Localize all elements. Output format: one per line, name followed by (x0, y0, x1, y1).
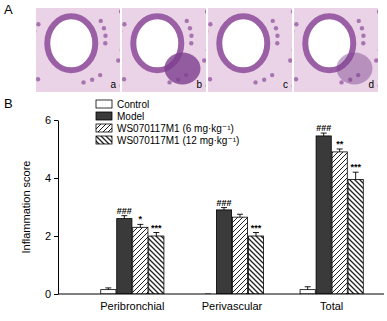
legend: ControlModelWS070117M1 (6 mg·kg⁻¹)WS0701… (96, 99, 239, 146)
figure: AabcdB#########************0246Peribronc… (0, 0, 387, 321)
panel-label: A (4, 2, 13, 17)
bar (348, 179, 363, 294)
bar (117, 219, 132, 294)
bar (332, 152, 347, 294)
bar (149, 236, 164, 294)
tick: 4 (45, 172, 58, 184)
tick: Peribronchial (100, 294, 164, 312)
micrograph: d (264, 0, 387, 113)
tick-mark (54, 178, 58, 179)
legend-item: Model (96, 111, 144, 122)
bar (232, 217, 247, 294)
significance: ### (117, 206, 132, 216)
annotations: #########************ (117, 123, 362, 232)
legend-label: WS070117M1 (12 mg·kg⁻¹) (117, 135, 239, 146)
significance: *** (251, 223, 262, 233)
image-label: d (368, 79, 374, 90)
error-bar (321, 133, 327, 136)
image-label: a (110, 79, 116, 90)
plot-area (101, 133, 364, 294)
bar (133, 227, 148, 294)
image-label: c (283, 79, 288, 90)
panel-label: B (4, 96, 13, 111)
error-bar (305, 287, 311, 290)
significance: *** (350, 162, 361, 172)
image-label: b (196, 79, 202, 90)
legend-swatch (96, 136, 112, 144)
tick-label: 2 (45, 230, 51, 242)
tick-label: Total (320, 300, 343, 312)
significance: ### (316, 123, 331, 133)
micrograph: b (92, 0, 219, 113)
tick-label: 0 (45, 288, 51, 300)
bar (316, 136, 331, 294)
legend-swatch (96, 100, 112, 108)
tick-label: 4 (45, 172, 51, 184)
tick-mark (54, 120, 58, 121)
bar (300, 290, 315, 294)
error-bar (121, 216, 127, 219)
tick-mark (54, 294, 58, 295)
tick: Perivascular (202, 294, 263, 312)
error-bar (253, 233, 259, 236)
axis-title: Inflammation score (20, 161, 32, 254)
legend-item: Control (96, 99, 149, 110)
tick: 6 (45, 114, 58, 126)
legend-swatch (96, 112, 112, 120)
tick-label: 6 (45, 114, 51, 126)
tick-label: Perivascular (202, 300, 263, 312)
tick-label: Peribronchial (100, 300, 164, 312)
micrograph: a (6, 0, 133, 113)
significance: * (139, 214, 143, 224)
significance: ### (216, 198, 231, 208)
tick: 2 (45, 230, 58, 242)
legend-item: WS070117M1 (6 mg·kg⁻¹) (96, 123, 234, 134)
tick: Total (320, 294, 343, 312)
error-bar (153, 233, 159, 236)
error-bar (337, 149, 343, 152)
error-bar (237, 214, 243, 217)
axis-line (58, 121, 59, 295)
x-axis: Peribronchial Perivascular Total (58, 294, 384, 312)
tick: 0 (45, 288, 58, 300)
bar (216, 210, 231, 294)
micrograph: c (178, 0, 305, 113)
legend-label: WS070117M1 (6 mg·kg⁻¹) (117, 123, 234, 134)
tick-mark (54, 236, 58, 237)
error-bar (105, 288, 111, 290)
error-bar (221, 208, 227, 210)
y-axis: 0 2 4 6 (45, 114, 59, 300)
legend-swatch (96, 124, 112, 132)
legend-item: WS070117M1 (12 mg·kg⁻¹) (96, 135, 239, 146)
bar (101, 290, 116, 294)
error-bar (137, 224, 143, 227)
legend-label: Control (117, 99, 149, 110)
significance: *** (151, 223, 162, 233)
legend-label: Model (117, 111, 144, 122)
axis-line (58, 294, 384, 295)
bar (248, 236, 263, 294)
significance: ** (336, 139, 344, 149)
error-bar (353, 172, 359, 179)
